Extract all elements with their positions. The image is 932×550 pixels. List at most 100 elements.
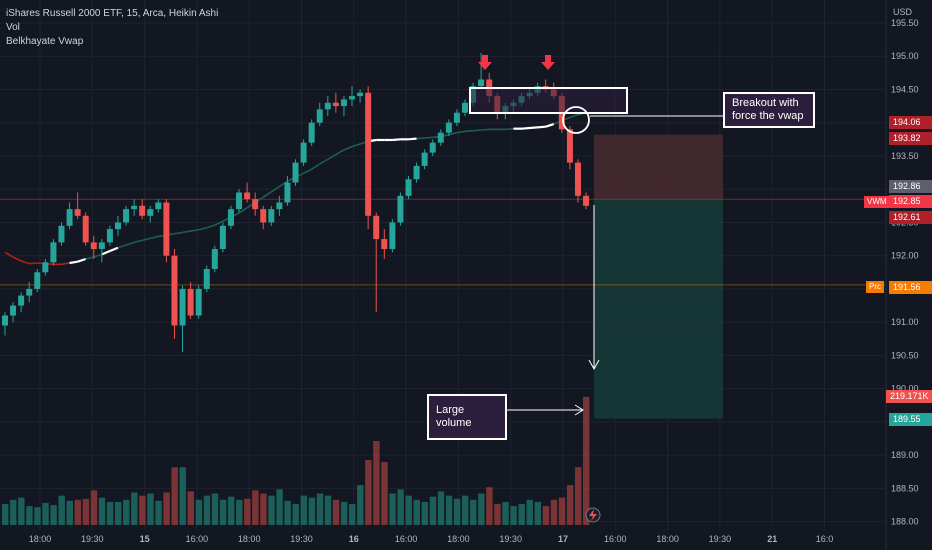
volume-bar — [227, 496, 235, 525]
volume-bar — [324, 495, 332, 525]
prev-close-tag-label: Prc — [866, 281, 884, 293]
volume-bar — [332, 499, 340, 525]
y-tick-label: 188.50 — [891, 483, 919, 493]
candle-body — [179, 288, 186, 326]
candle-body — [413, 165, 420, 180]
x-tick-label: 15 — [140, 534, 150, 544]
candle-body — [163, 202, 170, 256]
consolidation-box — [469, 87, 628, 114]
take-profit-zone — [594, 199, 723, 419]
signal-arrow-icon — [541, 55, 555, 70]
vwap-segment — [133, 239, 143, 244]
volume-bar — [82, 498, 90, 525]
vwap-segment — [238, 207, 248, 214]
volume-bar — [429, 496, 437, 525]
volume-bar — [58, 495, 65, 525]
vwap-segment — [505, 127, 514, 131]
vwap-segment — [278, 180, 288, 188]
vwap-segment — [117, 244, 127, 249]
volume-bar — [437, 491, 445, 525]
candle-body — [276, 202, 283, 210]
price-tag-192-86: 192.86 — [889, 180, 932, 193]
vwap-segment — [109, 246, 119, 253]
volume-tag: 219.171K — [886, 390, 932, 403]
candle-body — [308, 122, 315, 143]
candle-body — [236, 192, 243, 210]
candle-body — [453, 112, 460, 123]
volume-bar — [147, 493, 154, 525]
candle-body — [268, 209, 275, 223]
candle-body — [461, 102, 468, 113]
vwap-segment — [150, 235, 159, 240]
volume-bar — [413, 499, 420, 525]
volume-annotation[interactable]: Large volume — [427, 394, 507, 440]
vwap-segment — [343, 145, 353, 151]
volume-bar — [550, 499, 558, 525]
candle-body — [66, 209, 73, 226]
vwap-segment — [4, 251, 14, 258]
candle-body — [373, 215, 380, 240]
volume-bar — [365, 459, 372, 525]
volume-bar — [34, 507, 41, 525]
vwap-segment — [545, 122, 555, 128]
volume-bar — [155, 500, 162, 525]
volume-bar — [2, 504, 9, 525]
price-tag-194-06: 194.06 — [889, 116, 932, 129]
vwap-segment — [101, 250, 111, 256]
y-tick-label: 195.00 — [891, 51, 919, 61]
x-tick-label: 16:00 — [395, 534, 418, 544]
vwap-segment — [521, 126, 530, 130]
volume-bar — [252, 490, 259, 525]
candle-body — [74, 209, 81, 216]
volume-bar — [445, 495, 453, 525]
vwap-segment — [327, 153, 337, 160]
volume-bar — [292, 504, 299, 525]
candle-body — [478, 79, 485, 87]
volume-bar — [510, 506, 517, 525]
volume-bar — [244, 498, 251, 525]
volume-bar — [397, 489, 404, 525]
volume-bar — [381, 462, 388, 525]
volume-bar — [66, 500, 73, 525]
vwap-segment — [472, 129, 482, 132]
vwap-segment — [69, 260, 78, 265]
volume-bar — [518, 504, 525, 525]
y-tick-label: 193.50 — [891, 151, 919, 161]
candle-body — [316, 109, 323, 123]
volume-bar — [453, 498, 461, 525]
volume-bar — [219, 499, 227, 525]
vwap-segment — [569, 113, 579, 119]
volume-bar — [163, 492, 170, 525]
volume-legend[interactable]: Vol — [6, 22, 20, 33]
vwap-segment — [77, 257, 87, 263]
volume-bar — [478, 493, 485, 525]
candle-body — [566, 129, 573, 163]
candle-body — [203, 268, 210, 289]
vwap-segment — [392, 138, 401, 142]
vwap-segment — [481, 128, 490, 131]
indicator-legend[interactable]: Belkhayate Vwap — [6, 36, 84, 47]
candle-body — [421, 152, 428, 166]
volume-bar — [260, 493, 267, 525]
volume-bar — [470, 499, 477, 525]
chart-legend: iShares Russell 2000 ETF, 15, Arca, Heik… — [6, 7, 218, 49]
volume-bar — [494, 504, 501, 525]
volume-bar — [50, 505, 57, 525]
x-tick-label: 19:30 — [81, 534, 104, 544]
volume-bar — [203, 495, 211, 525]
candle-body — [106, 229, 113, 243]
candle-body — [90, 242, 97, 250]
candle-body — [114, 222, 121, 230]
candle-body — [131, 205, 138, 210]
symbol-title[interactable]: iShares Russell 2000 ETF, 15, Arca, Heik… — [6, 8, 219, 19]
volume-bar — [300, 495, 307, 525]
breakout-annotation[interactable]: Breakout with force the vwap — [723, 92, 815, 128]
volume-bar — [18, 497, 25, 525]
signal-arrow-icon — [478, 55, 492, 70]
vwap-tag-label: VWM — [864, 196, 890, 208]
volume-bar — [74, 499, 82, 525]
candle-body — [349, 96, 356, 100]
candle-body — [332, 102, 339, 107]
